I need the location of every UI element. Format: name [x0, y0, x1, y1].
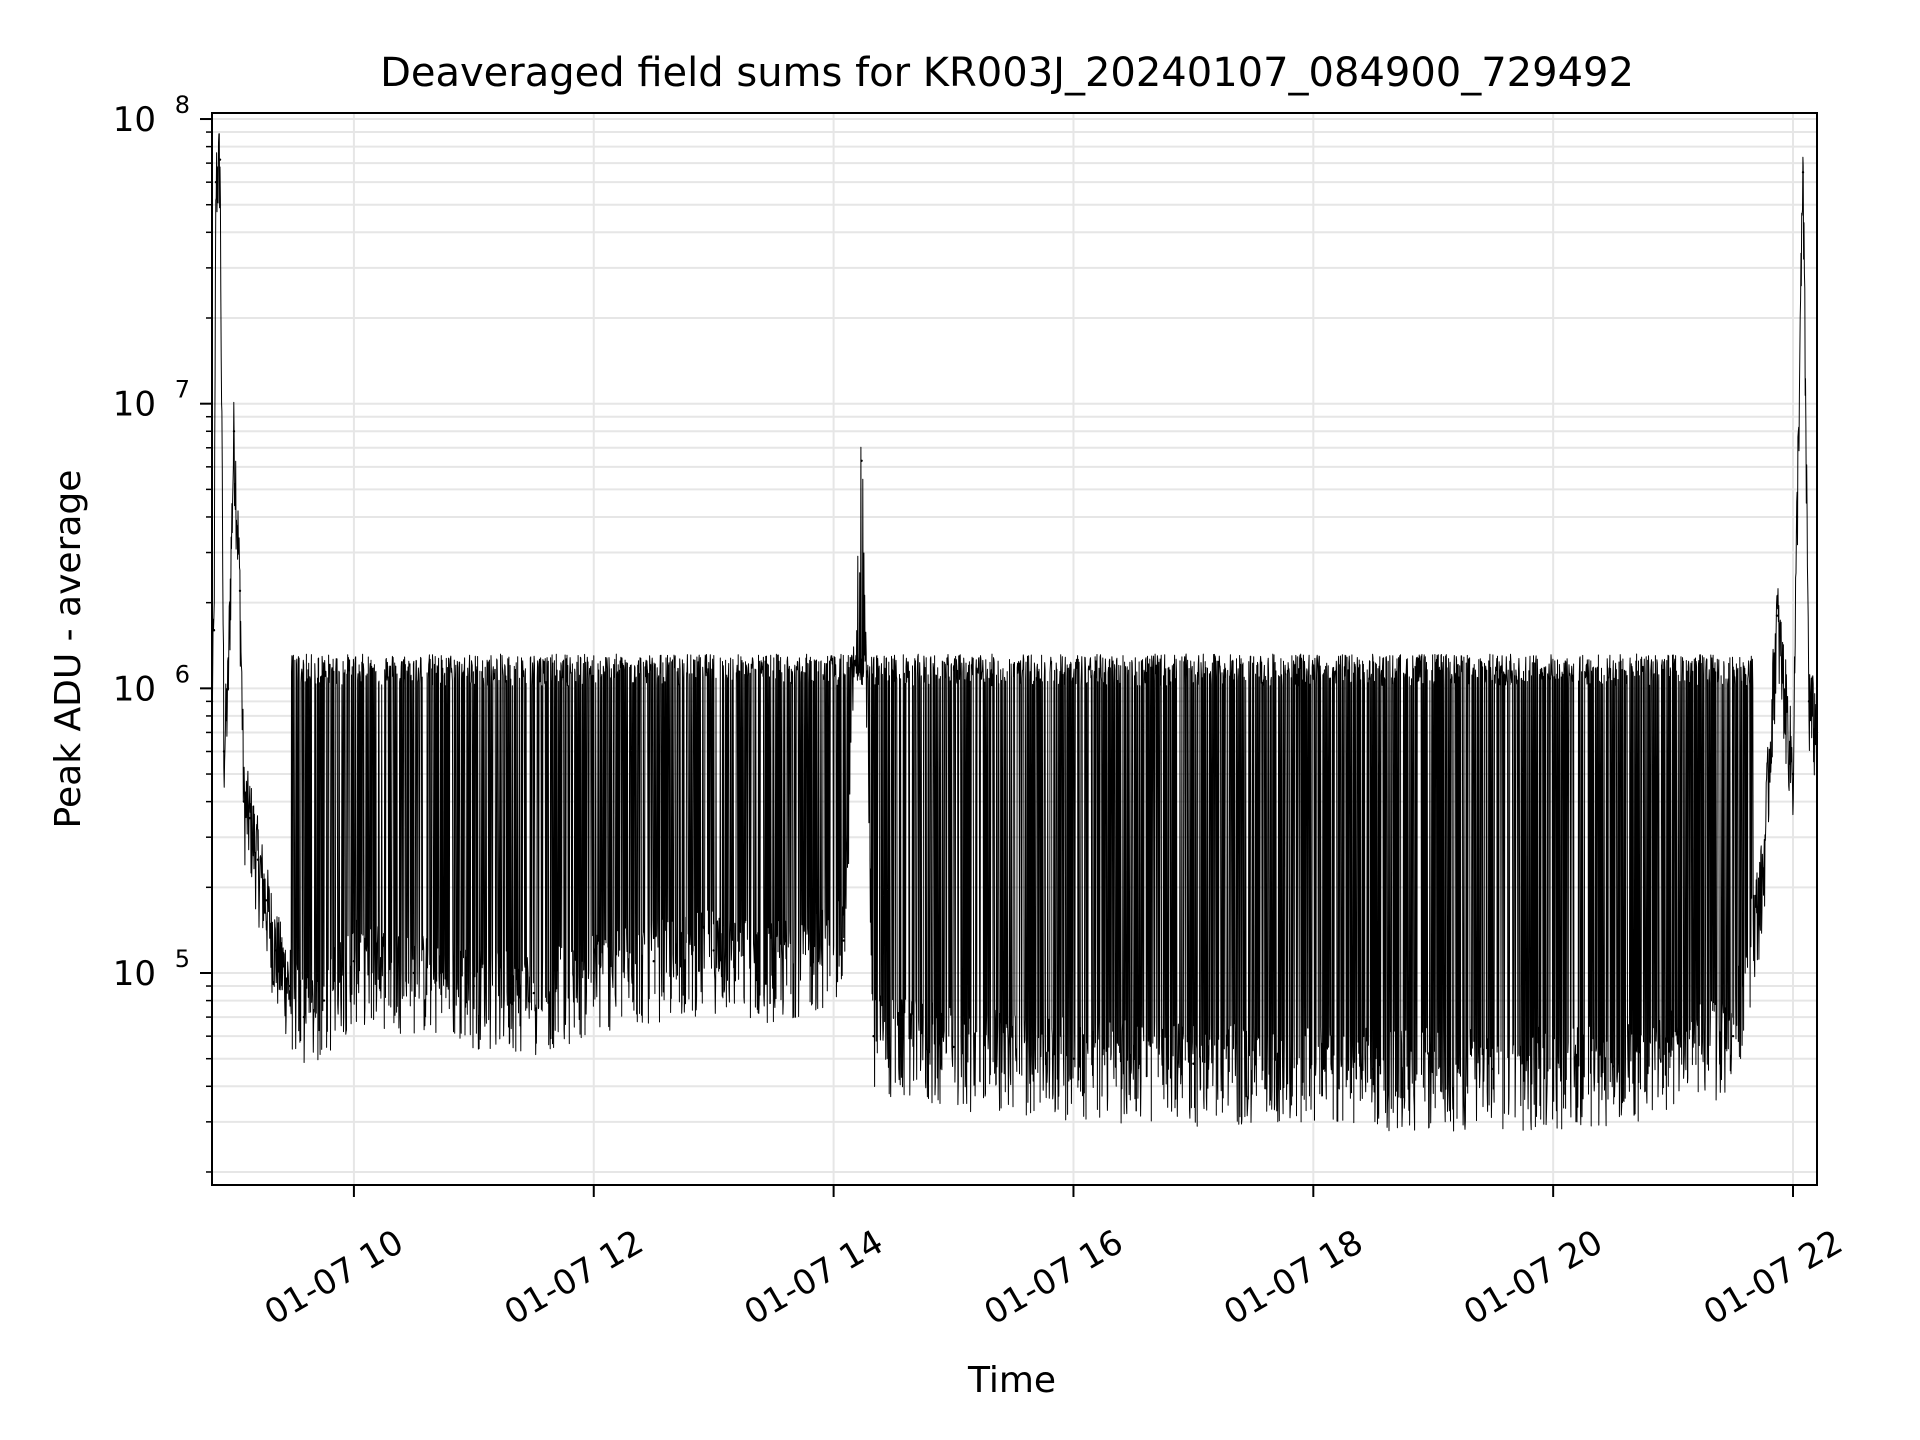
x-tick-label: 01-07 20 — [1457, 1222, 1609, 1333]
data-point — [1372, 1067, 1375, 1071]
y-tick-exponent: 7 — [175, 376, 190, 404]
series-line — [211, 133, 1818, 1132]
y-axis-label: Peak ADU - average — [48, 470, 89, 829]
chart-title: Deaveraged field sums for KR003J_2024010… — [380, 50, 1634, 96]
data-point — [412, 971, 416, 975]
x-ticks: 01-07 10 01-07 12 01-07 14 01-07 16 01-07 18… — [258, 1185, 1850, 1333]
data-point — [1801, 171, 1805, 174]
y-tick-label: 10 — [113, 954, 156, 994]
data-point — [248, 816, 252, 820]
x-tick-label: 01-07 16 — [978, 1222, 1130, 1333]
y-tick-label: 10 — [113, 100, 156, 140]
y-ticks: 10 5 10 6 10 7 10 8 — [113, 91, 212, 1173]
data-point — [352, 960, 356, 963]
grid — [212, 113, 1817, 1185]
data-point — [592, 971, 595, 975]
data-point — [232, 430, 236, 433]
data-point — [288, 984, 292, 988]
data-point — [1807, 700, 1811, 703]
x-axis-label: Time — [967, 1360, 1056, 1401]
data-point — [1761, 874, 1765, 877]
data-point — [1731, 1034, 1735, 1038]
x-tick-label: 01-07 12 — [498, 1222, 650, 1333]
data-point — [274, 949, 278, 952]
x-tick-label: 01-07 14 — [738, 1222, 890, 1333]
data-point — [238, 589, 242, 593]
data-point — [242, 800, 246, 803]
data-point — [712, 949, 715, 952]
data-point — [772, 960, 775, 963]
y-tick-exponent: 8 — [175, 91, 190, 119]
y-tick-exponent: 6 — [175, 660, 190, 688]
y-tick-exponent: 5 — [175, 945, 190, 973]
data-point — [842, 939, 845, 942]
data-point — [214, 180, 218, 184]
data-point — [1282, 1065, 1285, 1068]
data-point — [264, 899, 268, 902]
plot-frame — [211, 112, 1818, 1186]
series-layer — [210, 133, 1819, 1132]
data-point — [1072, 1057, 1075, 1060]
data-point — [212, 629, 216, 632]
data-point — [1192, 1062, 1195, 1065]
y-tick-label: 10 — [113, 385, 156, 425]
data-point — [1611, 1065, 1615, 1068]
data-point — [256, 858, 260, 861]
x-tick-label: 01-07 18 — [1217, 1222, 1369, 1333]
data-point — [1791, 772, 1795, 776]
data-point — [532, 991, 535, 995]
data-point — [1795, 515, 1799, 519]
x-tick-label: 01-07 22 — [1697, 1222, 1849, 1333]
data-point — [322, 999, 326, 1002]
data-point — [1775, 614, 1779, 617]
data-point — [952, 1045, 955, 1049]
data-point — [1492, 1067, 1495, 1071]
data-point — [652, 960, 655, 963]
data-point — [218, 158, 222, 161]
data-point — [302, 1015, 306, 1019]
data-point — [226, 687, 230, 690]
x-tick-label: 01-07 10 — [258, 1222, 410, 1333]
data-point — [472, 984, 476, 988]
data-point — [860, 459, 863, 463]
data-point — [872, 1034, 875, 1038]
data-point — [222, 750, 226, 753]
y-tick-label: 10 — [113, 669, 156, 709]
